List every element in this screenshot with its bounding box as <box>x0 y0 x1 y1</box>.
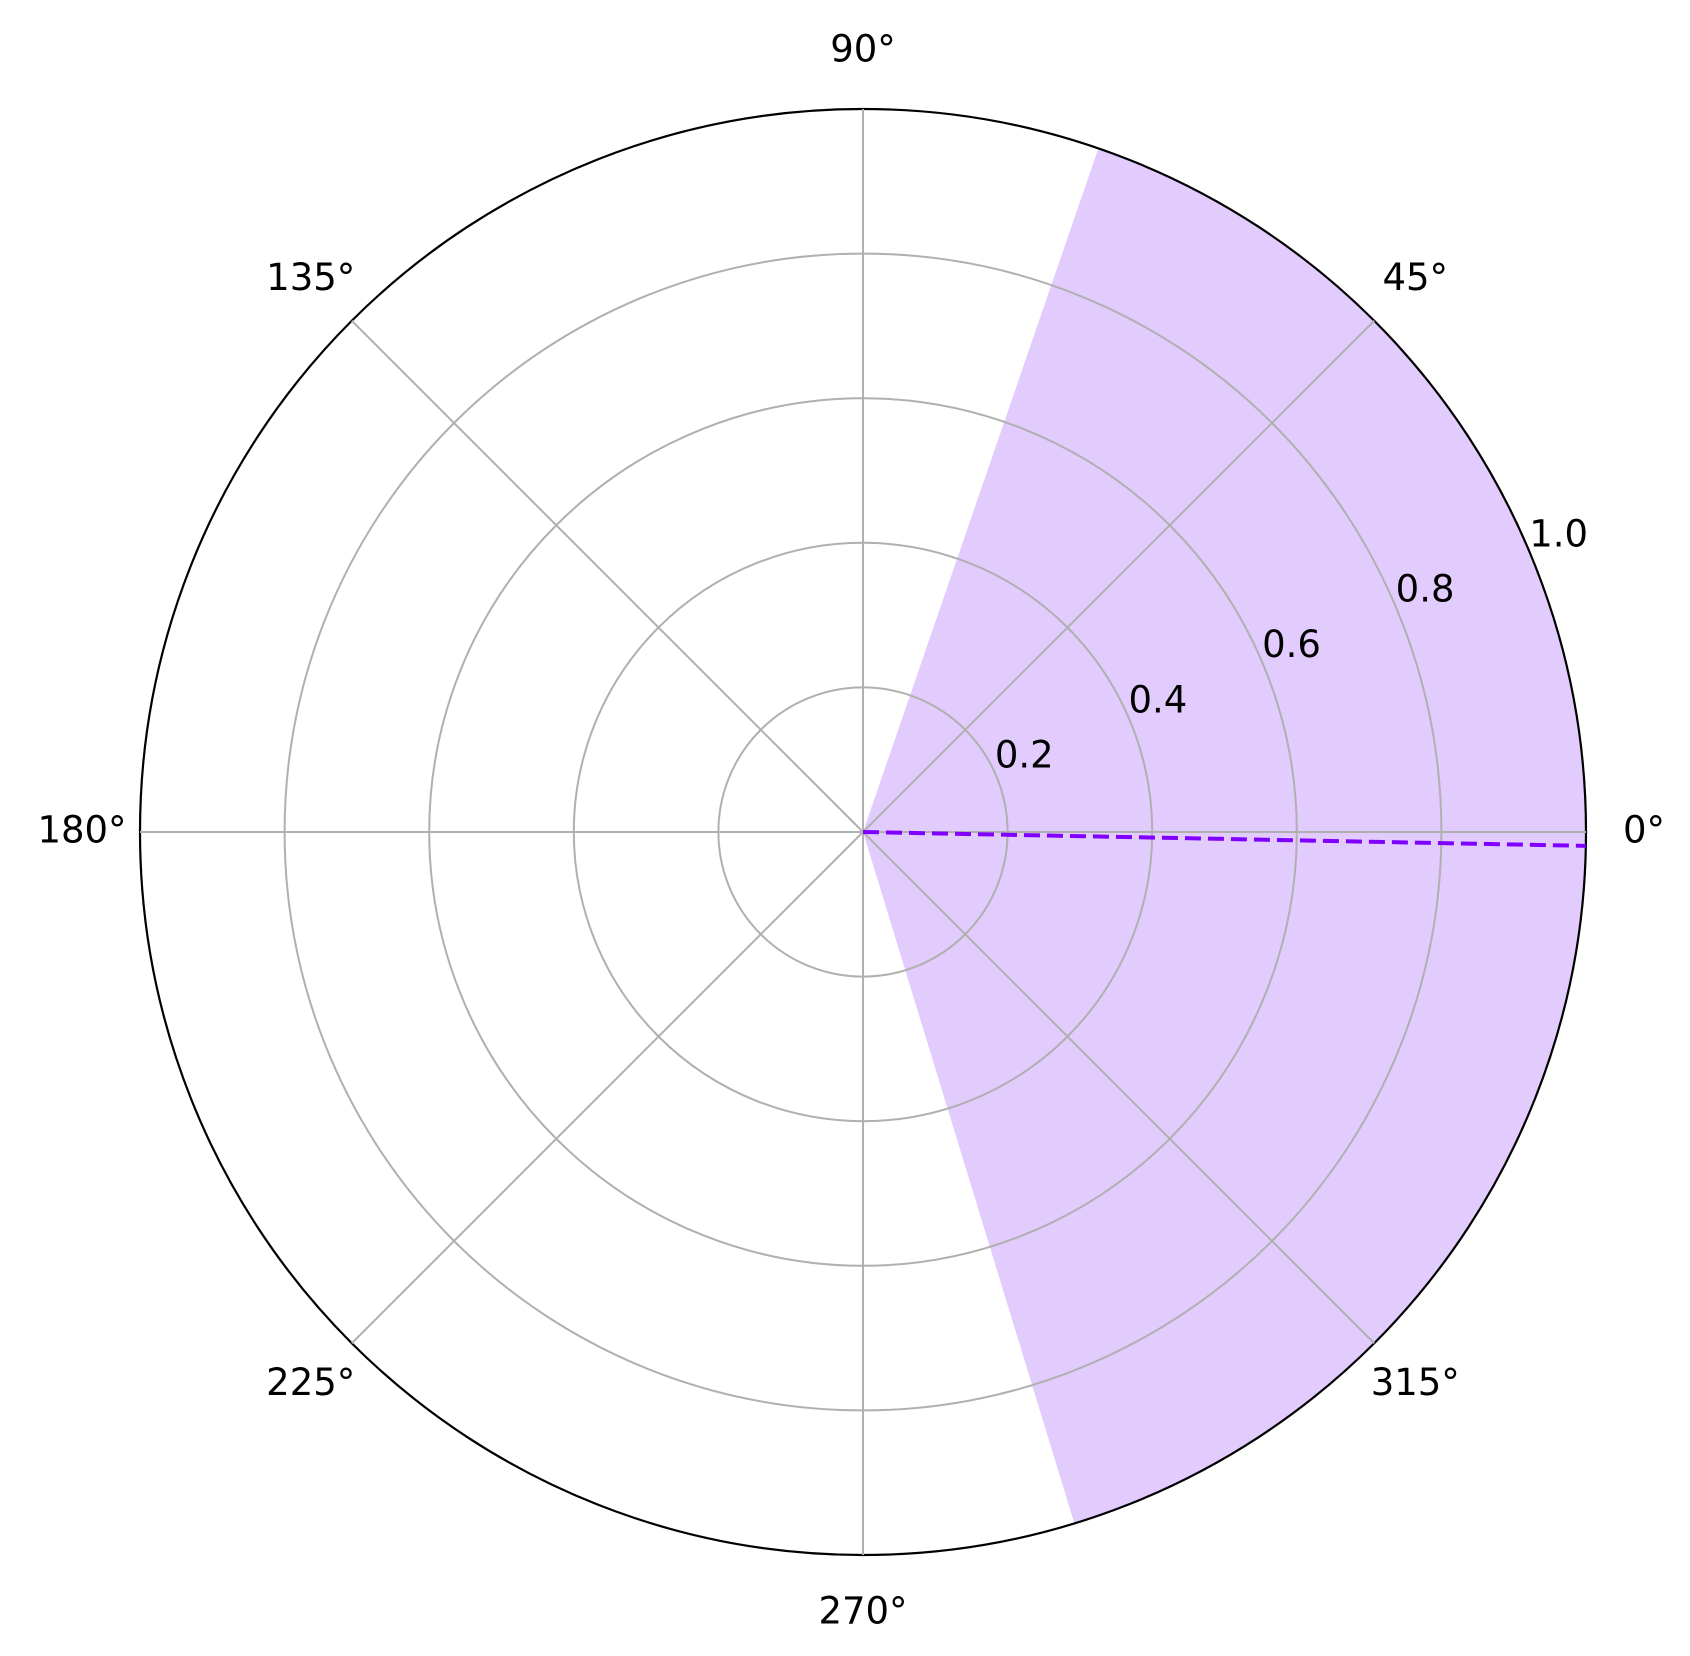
r-tick-label: 0.8 <box>1396 568 1455 611</box>
theta-tick-label: 45° <box>1382 256 1448 299</box>
grid-spoke <box>351 320 864 833</box>
grid-spoke <box>862 320 1375 833</box>
theta-tick-label: 225° <box>266 1361 355 1404</box>
fill-layer <box>863 148 1586 1524</box>
r-tick-label: 0.6 <box>1262 623 1321 666</box>
theta-tick-label: 270° <box>818 1590 907 1633</box>
sector <box>863 148 1586 1524</box>
line <box>862 830 1586 848</box>
grid-layer <box>138 107 1588 1557</box>
r-tick-label: 1.0 <box>1529 512 1588 555</box>
grid-spoke <box>862 831 1375 1344</box>
theta-tick-label: 180° <box>37 809 126 852</box>
theta-tick-label: 90° <box>830 28 896 71</box>
data-layer <box>862 830 1586 848</box>
grid-spoke <box>351 831 864 1344</box>
r-tick-label: 0.2 <box>995 734 1054 777</box>
theta-tick-label: 315° <box>1371 1361 1460 1404</box>
label-layer: 0.2 0.4 0.6 0.8 1.0 0° 45° 90° 135° 180° 225° 270° 3… <box>37 28 1665 1633</box>
r-tick-label: 0.4 <box>1128 678 1187 721</box>
theta-tick-label: 0° <box>1623 809 1665 852</box>
theta-tick-label: 135° <box>266 256 355 299</box>
